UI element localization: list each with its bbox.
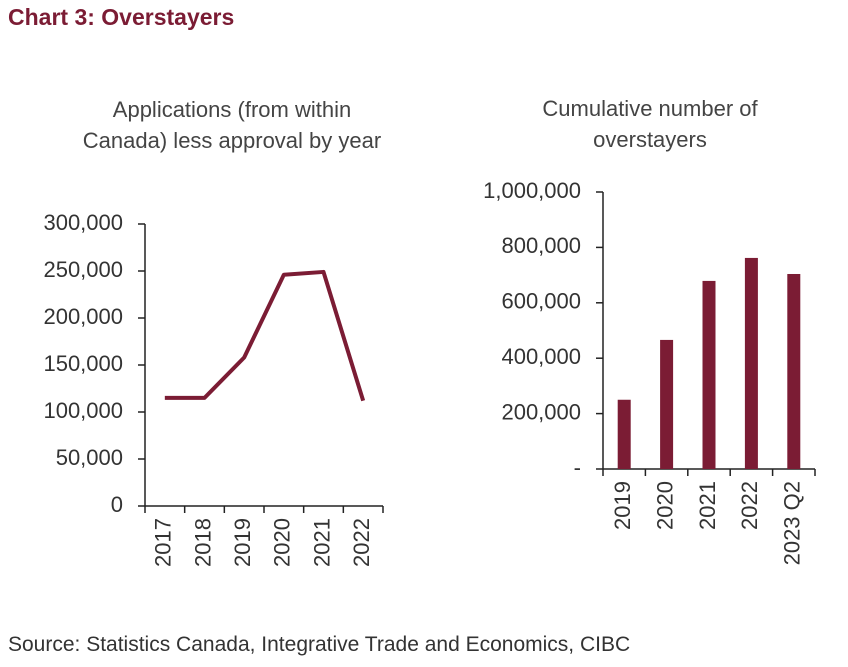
bar [744, 257, 758, 469]
bar [660, 339, 674, 469]
y-tick-label: 200,000 [43, 304, 123, 329]
x-tick-label: 2019 [230, 518, 255, 567]
x-tick-label: 2022 [349, 518, 374, 567]
y-tick-label: 800,000 [501, 233, 581, 258]
y-tick-label: - [574, 455, 581, 480]
x-tick-label: 2022 [737, 481, 762, 530]
x-tick-label: 2021 [309, 518, 334, 567]
source: Source: Statistics Canada, Integrative T… [8, 633, 631, 656]
main-title: Chart 3: Overstayers [8, 4, 235, 30]
y-tick-label: 300,000 [43, 210, 123, 235]
x-tick-label: 2019 [610, 481, 635, 530]
y-tick-label: 200,000 [501, 399, 581, 424]
chart-title: Cumulative number of overstayers [542, 96, 758, 152]
bar [617, 399, 631, 469]
line [164, 269, 366, 402]
bar [787, 273, 801, 469]
y-tick-label: 100,000 [43, 398, 123, 423]
y-tick-label: 1,000,000 [483, 178, 581, 203]
y-tick-label: 0 [111, 492, 123, 517]
bar [702, 280, 716, 469]
x-tick-label: 2017 [151, 518, 176, 567]
y-tick-label: 600,000 [501, 289, 581, 314]
y-tick-label: 150,000 [43, 351, 123, 376]
x-tick-label: 2020 [270, 518, 295, 567]
x-tick-label: 2018 [190, 518, 215, 567]
y-tick-label: 400,000 [501, 344, 581, 369]
chart-title: Applications (from within Canada) less a… [82, 97, 382, 153]
y-tick-label: 250,000 [43, 257, 123, 282]
x-tick-label: 2020 [652, 481, 677, 530]
x-tick-label: 2023 Q2 [780, 481, 805, 565]
x-tick-label: 2021 [695, 481, 720, 530]
y-tick-label: 50,000 [56, 445, 123, 470]
